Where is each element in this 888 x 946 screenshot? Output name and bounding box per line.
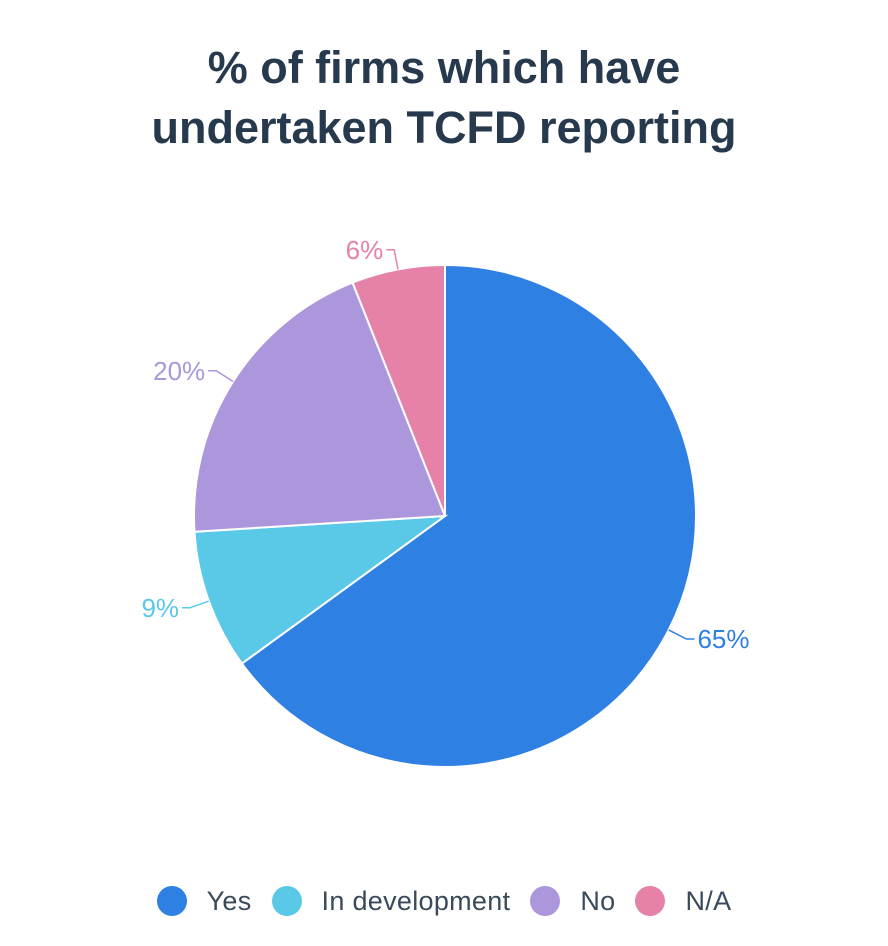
- legend-swatch-na: [635, 886, 666, 916]
- data-label-yes: 65%: [697, 624, 749, 654]
- legend: Yes In development No N/A: [0, 876, 888, 926]
- legend-label-yes: Yes: [206, 885, 252, 916]
- legend-label-na: N/A: [685, 885, 732, 916]
- legend-item-no[interactable]: No: [530, 886, 615, 917]
- legend-label-no: No: [580, 885, 616, 916]
- legend-item-na[interactable]: N/A: [635, 886, 731, 917]
- data-label-no: 20%: [153, 356, 205, 386]
- leader-line-yes: [668, 629, 695, 640]
- legend-swatch-no: [530, 886, 561, 916]
- chart-title-line-1: % of firms which have: [207, 42, 681, 93]
- pie-slice-in-development[interactable]: [193, 514, 449, 665]
- leader-line-in-development: [182, 600, 210, 609]
- leader-line-na: [386, 249, 399, 270]
- legend-item-yes[interactable]: Yes: [156, 885, 252, 917]
- leader-line-no: [208, 370, 234, 383]
- legend-swatch-yes: [156, 886, 187, 916]
- data-label-na: 6%: [346, 235, 384, 265]
- legend-swatch-in-development: [271, 886, 302, 916]
- legend-item-in-development[interactable]: In development: [271, 885, 511, 917]
- chart-title-line-2: undertaken TCFD reporting: [151, 102, 737, 153]
- data-label-in-development: 9%: [141, 593, 179, 623]
- chart-title: % of firms which have undertaken TCFD re…: [0, 38, 888, 158]
- legend-label-in-development: In development: [321, 885, 511, 916]
